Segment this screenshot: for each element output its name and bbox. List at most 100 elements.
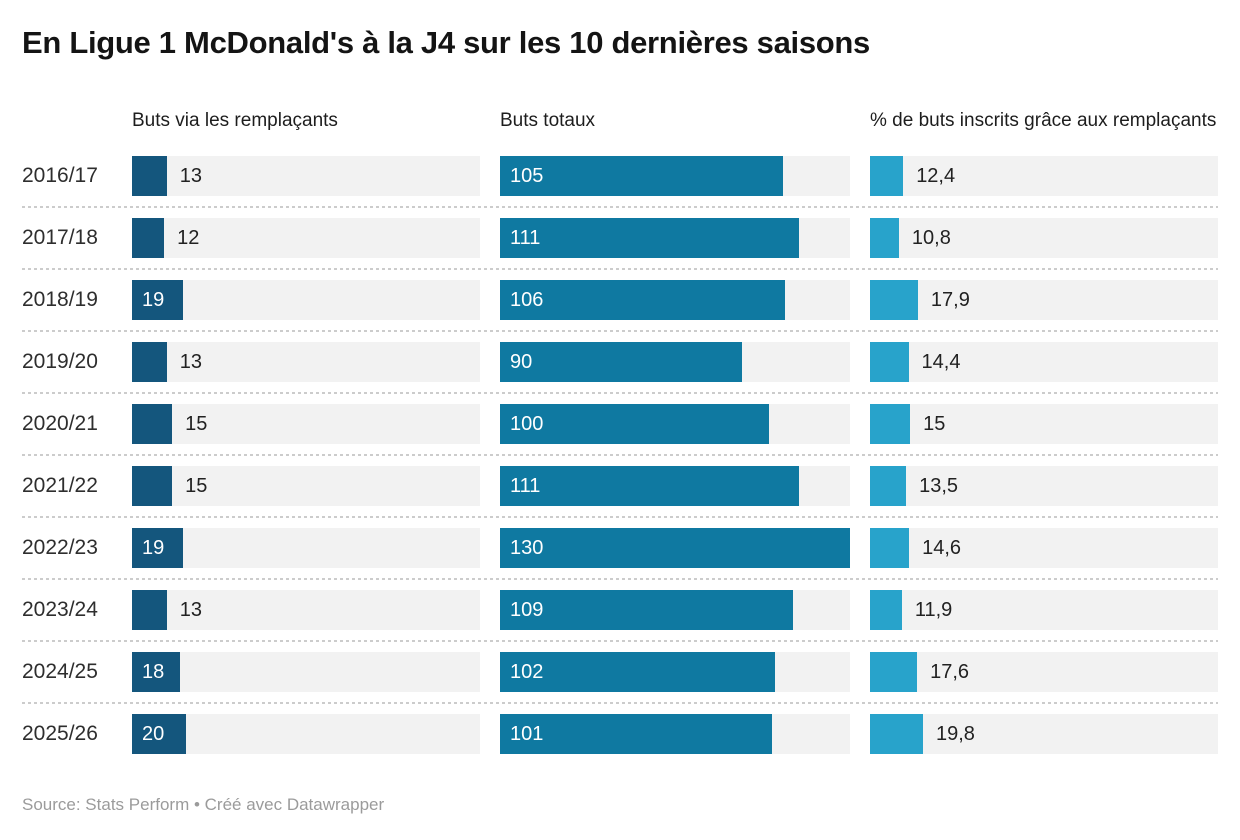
bar-value: 10,8 [911, 226, 951, 249]
percent-goals-bar [870, 342, 909, 382]
bar-value: 15 [185, 412, 208, 435]
substitute-goals-bar [132, 156, 167, 196]
bar-value: 19 [142, 536, 165, 559]
substitute-goals-bar: 18 [132, 652, 181, 692]
substitute-goals-bar [132, 590, 167, 630]
bar-value: 130 [510, 536, 544, 559]
column-header-substitute-goals: Buts via les remplaçants [132, 110, 338, 132]
season-label: 2019/20 [22, 350, 98, 373]
season-row: 2017/18 12 111 10,8 [22, 218, 1218, 258]
total-goals-bar-track: 111 [500, 466, 850, 506]
percent-goals-bar [870, 652, 918, 692]
total-goals-bar-track: 90 [500, 342, 850, 382]
bar-value: 13 [179, 350, 203, 373]
percent-goals-bar-track: 15 [870, 404, 1218, 444]
season-row: 2018/19 19 106 17,9 [22, 280, 1218, 320]
chart-page: En Ligue 1 McDonald's à la J4 sur les 10… [0, 25, 1240, 814]
season-row: 2021/22 15 111 13,5 [22, 466, 1218, 506]
row-separator [22, 392, 1218, 394]
bar-value: 17,9 [930, 288, 970, 311]
substitute-goals-bar-track: 20 [132, 714, 480, 754]
substitute-goals-bar [132, 404, 173, 444]
bar-value: 105 [510, 164, 544, 187]
percent-goals-bar-track: 11,9 [870, 590, 1218, 630]
bar-value: 111 [510, 226, 541, 249]
season-row: 2023/24 13 109 11,9 [22, 590, 1218, 630]
substitute-goals-bar: 19 [132, 528, 183, 568]
percent-goals-bar-track: 10,8 [870, 218, 1218, 258]
season-row: 2020/21 15 100 15 [22, 404, 1218, 444]
source-attribution: Source: Stats Perform • Créé avec Datawr… [22, 795, 385, 814]
percent-goals-bar [870, 156, 904, 196]
percent-goals-bar-track: 17,9 [870, 280, 1218, 320]
substitute-goals-bar: 20 [132, 714, 186, 754]
bar-value: 13 [179, 598, 203, 621]
season-label: 2023/24 [22, 598, 98, 621]
bar-value: 18 [142, 660, 165, 683]
percent-goals-bar-track: 13,5 [870, 466, 1218, 506]
bar-value: 100 [510, 412, 544, 435]
season-label: 2016/17 [22, 164, 98, 187]
substitute-goals-bar-track: 15 [132, 404, 480, 444]
bar-value: 109 [510, 598, 544, 621]
row-separator [22, 578, 1218, 580]
total-goals-bar-track: 109 [500, 590, 850, 630]
total-goals-bar: 105 [500, 156, 783, 196]
season-row: 2016/17 13 105 12,4 [22, 156, 1218, 196]
bar-value: 90 [510, 350, 533, 373]
percent-goals-bar-track: 19,8 [870, 714, 1218, 754]
total-goals-bar-track: 101 [500, 714, 850, 754]
season-label: 2021/22 [22, 474, 98, 497]
total-goals-bar: 130 [500, 528, 850, 568]
bar-value: 19,8 [936, 722, 975, 745]
substitute-goals-bar-track: 18 [132, 652, 480, 692]
percent-goals-bar-track: 12,4 [870, 156, 1218, 196]
total-goals-bar-track: 105 [500, 156, 850, 196]
column-header-percent-goals: % de buts inscrits grâce aux remplaçants [870, 110, 1217, 132]
bar-value: 12,4 [916, 164, 956, 187]
percent-goals-bar [870, 528, 910, 568]
total-goals-bar: 109 [500, 590, 794, 630]
substitute-goals-bar-track: 13 [132, 590, 480, 630]
bar-value: 13 [179, 164, 203, 187]
row-separator [22, 640, 1218, 642]
substitute-goals-bar [132, 342, 167, 382]
percent-goals-bar [870, 280, 918, 320]
column-header-total-goals: Buts totaux [500, 110, 596, 132]
season-row: 2022/23 19 130 14,6 [22, 528, 1218, 568]
percent-goals-bar-track: 17,6 [870, 652, 1218, 692]
bar-value: 12 [177, 226, 200, 249]
total-goals-bar-track: 100 [500, 404, 850, 444]
season-label: 2022/23 [22, 536, 98, 559]
row-separator [22, 206, 1218, 208]
percent-goals-bar-track: 14,6 [870, 528, 1218, 568]
substitute-goals-bar: 19 [132, 280, 183, 320]
substitute-goals-bar [132, 218, 165, 258]
row-separator [22, 268, 1218, 270]
season-label: 2025/26 [22, 722, 98, 745]
bar-value: 14,4 [921, 350, 961, 373]
total-goals-bar-track: 130 [500, 528, 850, 568]
substitute-goals-bar-track: 19 [132, 280, 480, 320]
bar-value: 14,6 [922, 536, 962, 559]
season-label: 2017/18 [22, 226, 98, 249]
bar-value: 11,9 [914, 598, 953, 621]
total-goals-bar: 100 [500, 404, 770, 444]
percent-goals-bar [870, 404, 911, 444]
season-row: 2025/26 20 101 19,8 [22, 714, 1218, 754]
bar-value: 101 [510, 722, 544, 745]
total-goals-bar: 106 [500, 280, 786, 320]
total-goals-bar-track: 102 [500, 652, 850, 692]
row-separator [22, 702, 1218, 704]
total-goals-bar: 111 [500, 466, 799, 506]
row-separator [22, 516, 1218, 518]
row-separator [22, 454, 1218, 456]
total-goals-bar: 90 [500, 342, 743, 382]
percent-goals-bar [870, 590, 902, 630]
substitute-goals-bar-track: 12 [132, 218, 480, 258]
bar-value: 102 [510, 660, 544, 683]
total-goals-bar-track: 111 [500, 218, 850, 258]
chart-rows: 2016/17 13 105 12,4 2017/18 12 111 10,8 2018/19 1… [0, 156, 1240, 754]
bar-value: 15 [185, 474, 208, 497]
season-row: 2019/20 13 90 14,4 [22, 342, 1218, 382]
